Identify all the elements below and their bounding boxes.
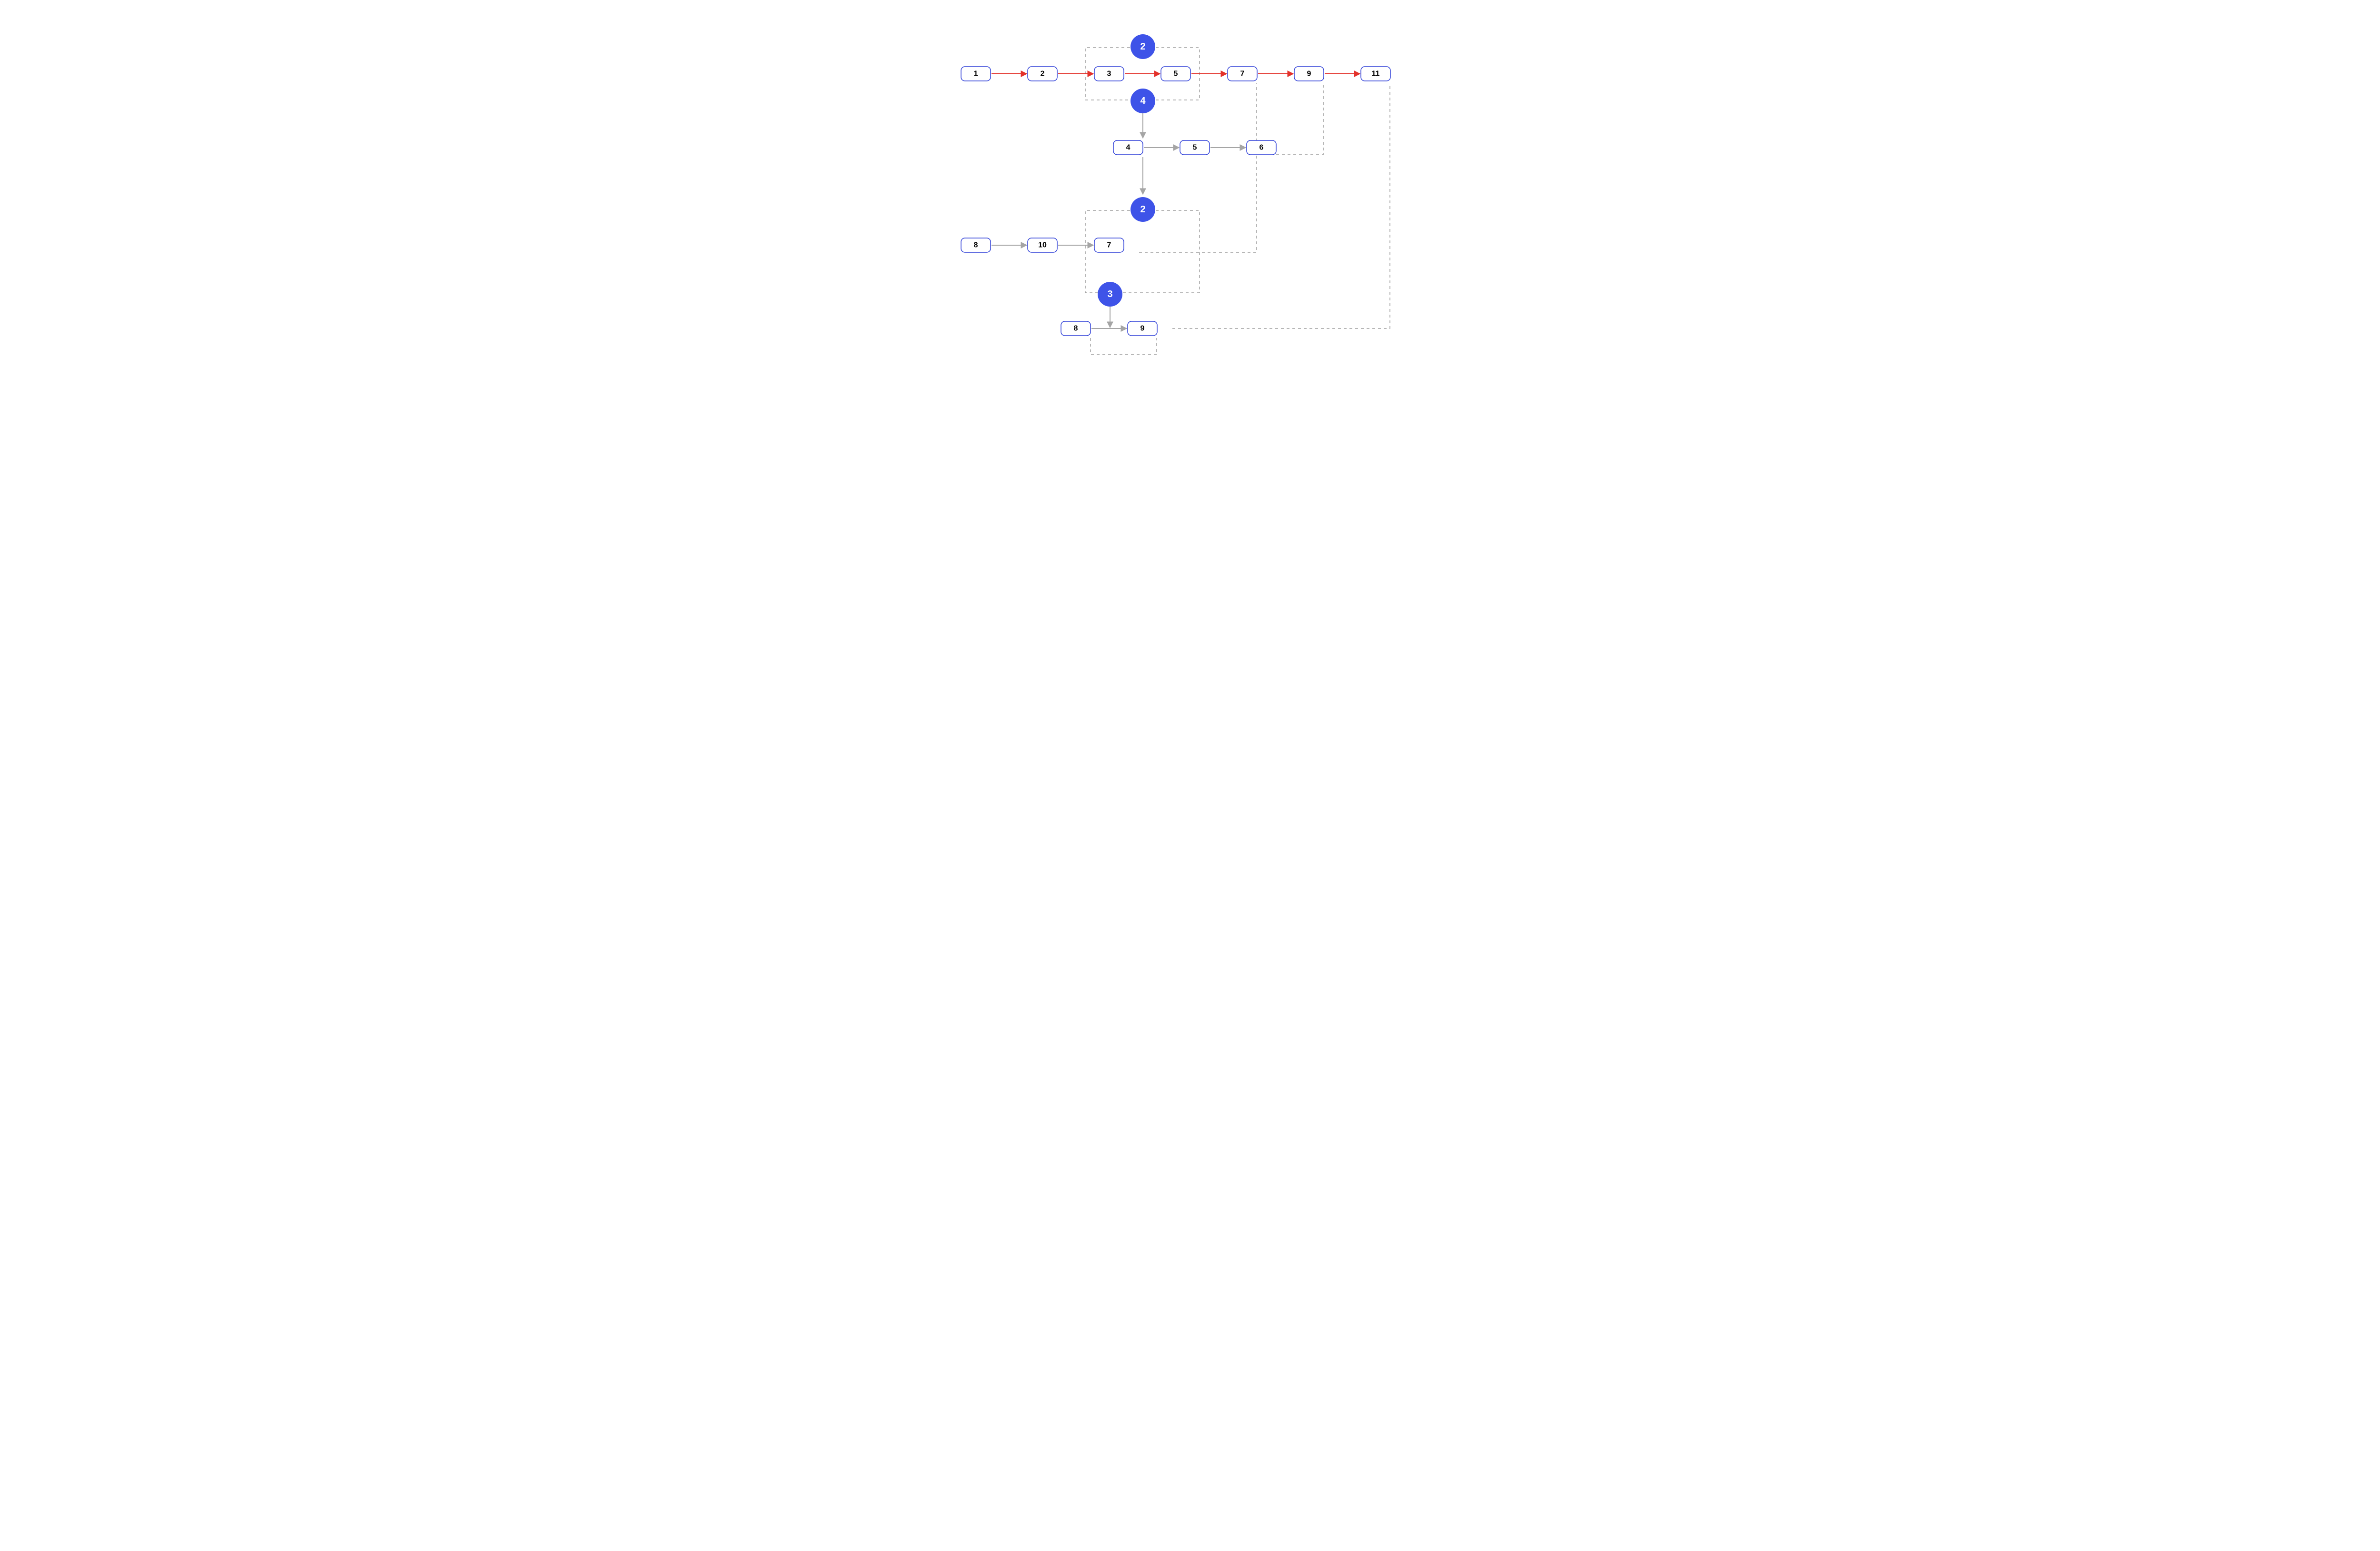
node-r2n4: 4 xyxy=(1113,140,1143,155)
node-label: 6 xyxy=(1259,144,1264,152)
badge-c2a: 2 xyxy=(1130,34,1155,59)
node-label: 7 xyxy=(1240,70,1245,78)
node-r1n5: 5 xyxy=(1161,67,1190,81)
dashed-connector xyxy=(1139,83,1257,252)
diagram-canvas: 1 2 3 5 7 9 11 4 5 6 8 10 7 8 9 2 4 2 3 xyxy=(0,0,2380,388)
node-label: 10 xyxy=(1038,241,1047,249)
dashed-connector xyxy=(1091,338,1157,355)
node-r1n2: 2 xyxy=(1028,67,1057,81)
node-r1n1: 1 xyxy=(961,67,991,81)
node-label: 9 xyxy=(1307,70,1311,78)
badge-label: 2 xyxy=(1140,204,1145,215)
node-label: 9 xyxy=(1140,325,1145,333)
dashed-connector xyxy=(1172,83,1390,328)
node-r3n8: 8 xyxy=(961,238,991,252)
node-r2n5: 5 xyxy=(1180,140,1210,155)
node-label: 5 xyxy=(1193,144,1197,152)
node-r1n9: 9 xyxy=(1294,67,1324,81)
node-label: 3 xyxy=(1107,70,1111,78)
node-label: 8 xyxy=(974,241,978,249)
badge-c3: 3 xyxy=(1098,282,1122,307)
badge-label: 2 xyxy=(1140,41,1145,52)
badge-c2b: 2 xyxy=(1130,197,1155,222)
node-r4n8: 8 xyxy=(1061,321,1091,336)
badge-label: 3 xyxy=(1107,289,1112,299)
node-label: 5 xyxy=(1174,70,1178,78)
dashed-connector xyxy=(1276,83,1323,155)
dashed-connector xyxy=(1122,210,1200,293)
node-label: 4 xyxy=(1126,144,1130,152)
node-r1n3: 3 xyxy=(1094,67,1124,81)
node-label: 8 xyxy=(1074,325,1078,333)
badge-label: 4 xyxy=(1140,96,1146,106)
node-r3n10: 10 xyxy=(1028,238,1057,252)
node-label: 2 xyxy=(1041,70,1045,78)
node-r3n7: 7 xyxy=(1094,238,1124,252)
node-r2n6: 6 xyxy=(1247,140,1276,155)
node-label: 1 xyxy=(974,70,978,78)
node-r1n11: 11 xyxy=(1361,67,1390,81)
node-r4n9: 9 xyxy=(1128,321,1157,336)
node-label: 7 xyxy=(1107,241,1111,249)
node-r1n7: 7 xyxy=(1228,67,1257,81)
node-label: 11 xyxy=(1372,70,1380,78)
badge-c4: 4 xyxy=(1130,89,1155,113)
